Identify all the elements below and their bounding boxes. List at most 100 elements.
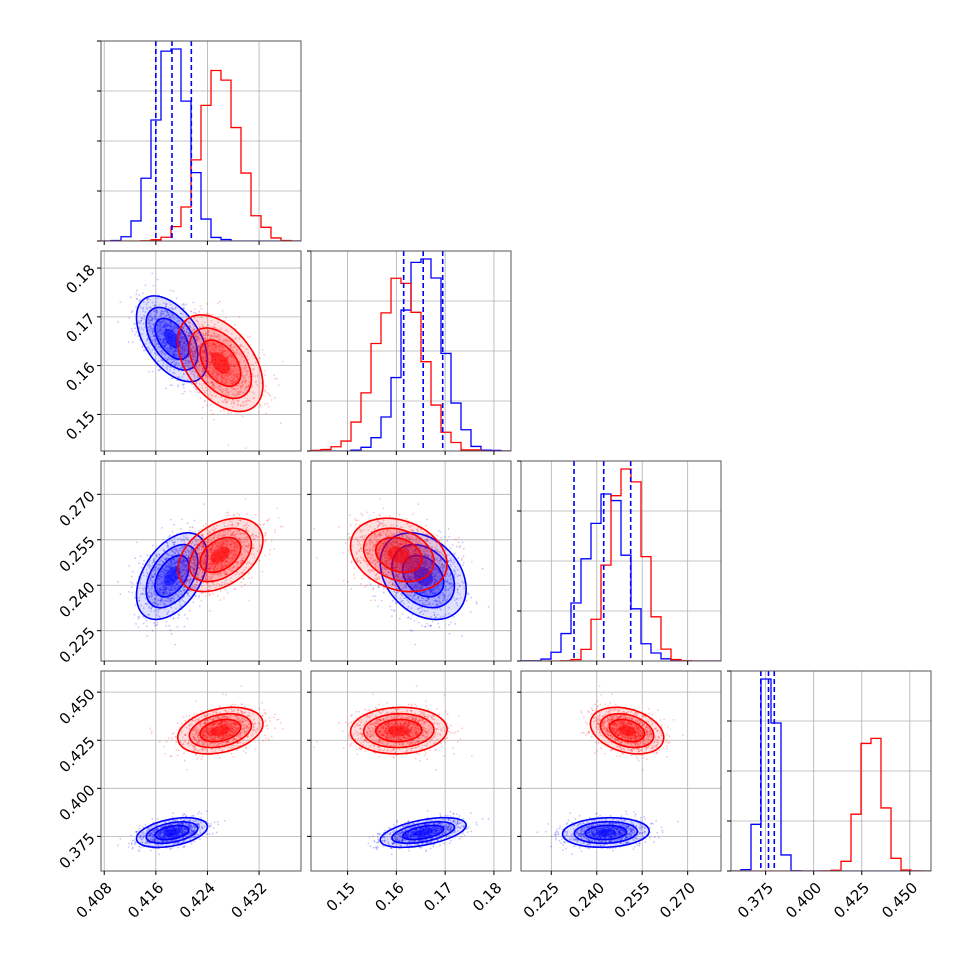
scatter-point (169, 347, 171, 349)
scatter-point (208, 568, 210, 571)
scatter-point (161, 343, 164, 346)
scatter-point (193, 354, 196, 357)
scatter-point (193, 354, 196, 356)
scatter-point (160, 577, 162, 579)
scatter-point (178, 601, 181, 603)
scatter-point (155, 317, 157, 320)
scatter-point (150, 593, 153, 596)
scatter-point (256, 550, 259, 553)
scatter-point (218, 575, 221, 577)
scatter-point (167, 314, 170, 316)
scatter-point (148, 566, 151, 569)
scatter-point (231, 399, 234, 401)
scatter-point (233, 556, 236, 559)
scatter-point (164, 324, 167, 327)
scatter-point (155, 309, 158, 312)
scatter-point (204, 561, 207, 564)
scatter-point (171, 308, 174, 310)
scatter-point (176, 625, 179, 628)
scatter-point (161, 586, 163, 589)
scatter-point (215, 385, 217, 388)
scatter-point (196, 336, 199, 339)
scatter-point (157, 577, 159, 580)
scatter-point (173, 326, 176, 329)
scatter-point (179, 336, 181, 339)
scatter-point (140, 577, 143, 580)
scatter-point (156, 342, 159, 344)
scatter-point (183, 341, 186, 344)
scatter-point (170, 565, 172, 568)
scatter-point (248, 384, 250, 387)
scatter-point (214, 395, 217, 398)
scatter-point (234, 336, 237, 339)
scatter-point (155, 554, 158, 557)
scatter-point (202, 581, 205, 584)
scatter-point (193, 386, 196, 389)
scatter-point (195, 352, 198, 355)
scatter-point (241, 375, 244, 378)
scatter-point (154, 315, 157, 318)
scatter-point (188, 321, 190, 323)
scatter-point (406, 549, 408, 551)
scatter-point (142, 616, 145, 618)
scatter-point (214, 542, 216, 544)
scatter-point (186, 593, 189, 596)
scatter-point (180, 340, 182, 343)
scatter-point (220, 351, 223, 354)
scatter-point (174, 548, 177, 550)
scatter-point (235, 532, 238, 535)
scatter-point (181, 566, 184, 568)
scatter-point (185, 564, 188, 567)
scatter-point (222, 542, 225, 545)
scatter-point (153, 561, 156, 563)
scatter-point (218, 373, 221, 376)
scatter-point (151, 570, 154, 573)
scatter-point (175, 350, 178, 353)
scatter-point (149, 554, 152, 557)
scatter-point (212, 573, 215, 576)
scatter-point (170, 306, 173, 309)
scatter-point (200, 592, 203, 595)
scatter-point (171, 601, 174, 604)
scatter-point (202, 525, 205, 527)
scatter-point (175, 561, 178, 564)
scatter-point (207, 541, 210, 543)
scatter-point (172, 328, 174, 330)
scatter-point (231, 567, 234, 569)
scatter-point (184, 566, 187, 569)
scatter-point (160, 313, 163, 315)
scatter-point (171, 348, 173, 350)
scatter-point (247, 530, 249, 533)
scatter-point (211, 375, 214, 377)
scatter-point (422, 613, 425, 616)
scatter-point (396, 541, 399, 544)
scatter-point (181, 559, 184, 561)
panel-frame (100, 250, 302, 452)
scatter-point (232, 369, 234, 372)
scatter-point (164, 314, 166, 317)
scatter-point (169, 350, 172, 353)
scatter-point (406, 548, 408, 551)
scatter-point (148, 315, 151, 318)
scatter-point (163, 574, 165, 577)
scatter-point (223, 349, 226, 352)
scatter-point (225, 390, 228, 393)
scatter-point (273, 374, 276, 377)
scatter-point (209, 364, 212, 366)
scatter-point (220, 378, 223, 381)
scatter-point (222, 539, 225, 542)
scatter-point (161, 342, 164, 344)
scatter-point (142, 307, 144, 310)
scatter-point (240, 561, 243, 563)
scatter-point (156, 329, 159, 332)
scatter-point (233, 535, 236, 538)
scatter-point (143, 559, 146, 562)
scatter-point (214, 528, 216, 531)
scatter-point (187, 556, 190, 559)
scatter-point (164, 345, 166, 347)
scatter-point (161, 593, 164, 596)
scatter-point (174, 553, 176, 555)
scatter-point (251, 363, 254, 366)
scatter-point (195, 320, 198, 322)
scatter-point (193, 554, 196, 557)
